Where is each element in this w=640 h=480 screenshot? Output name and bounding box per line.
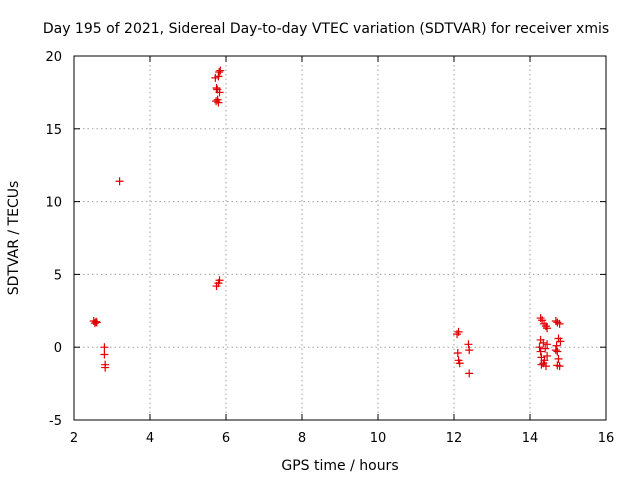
- x-tick-label: 8: [298, 431, 306, 446]
- x-tick-label: 4: [146, 431, 154, 446]
- data-point: [101, 363, 110, 372]
- data-point: [465, 346, 474, 355]
- data-point: [552, 341, 561, 350]
- y-tick-label: 10: [45, 196, 62, 211]
- x-tick-label: 2: [70, 431, 78, 446]
- data-point: [536, 314, 545, 323]
- data-point: [543, 351, 552, 360]
- y-tick-label: 15: [45, 123, 62, 138]
- data-point: [92, 317, 101, 326]
- data-point: [215, 276, 224, 285]
- data-point: [539, 359, 548, 368]
- data-points: [89, 66, 565, 378]
- data-point: [551, 346, 560, 355]
- data-point: [115, 177, 124, 186]
- data-point: [212, 84, 221, 93]
- data-point: [455, 359, 464, 368]
- data-point: [464, 340, 473, 349]
- data-point: [216, 66, 225, 75]
- chart-title: Day 195 of 2021, Sidereal Day-to-day VTE…: [43, 21, 609, 37]
- data-point: [536, 335, 545, 344]
- data-point: [535, 343, 544, 352]
- data-point: [90, 319, 99, 328]
- y-tick-label: 5: [54, 268, 62, 283]
- data-point: [554, 354, 563, 363]
- data-point: [212, 97, 221, 106]
- data-point: [553, 347, 562, 356]
- y-tick-label: 20: [45, 50, 62, 65]
- data-point: [454, 327, 463, 336]
- data-point: [100, 343, 109, 352]
- data-point: [555, 319, 564, 328]
- data-point: [538, 316, 547, 325]
- plot-frame: [73, 55, 607, 421]
- data-point: [215, 68, 224, 77]
- x-tick-label: 14: [522, 431, 539, 446]
- y-tick-label: -5: [49, 414, 62, 429]
- x-axis-label: GPS time / hours: [281, 458, 398, 474]
- data-point: [543, 340, 552, 349]
- x-tick-label: 16: [598, 431, 615, 446]
- data-point: [541, 322, 550, 331]
- x-tick-label: 6: [222, 431, 230, 446]
- data-point: [554, 334, 563, 343]
- data-point: [537, 360, 546, 369]
- data-point: [553, 361, 562, 370]
- y-tick-label: 0: [54, 341, 62, 356]
- data-point: [465, 369, 474, 378]
- data-point: [100, 350, 109, 359]
- grid-lines: [74, 56, 606, 420]
- x-tick-label: 12: [446, 431, 463, 446]
- axis-ticks: 2 4 6 8 10 12 14 16 -5 0 5 10 15 20: [45, 50, 614, 446]
- data-point: [541, 344, 550, 353]
- y-axis-label: SDTVAR / TECUs: [6, 181, 22, 296]
- data-point: [214, 72, 223, 81]
- data-point: [453, 349, 462, 358]
- data-point: [536, 347, 545, 356]
- data-point: [213, 85, 222, 94]
- data-point: [92, 318, 101, 327]
- data-point: [543, 324, 552, 333]
- x-tick-label: 10: [370, 431, 387, 446]
